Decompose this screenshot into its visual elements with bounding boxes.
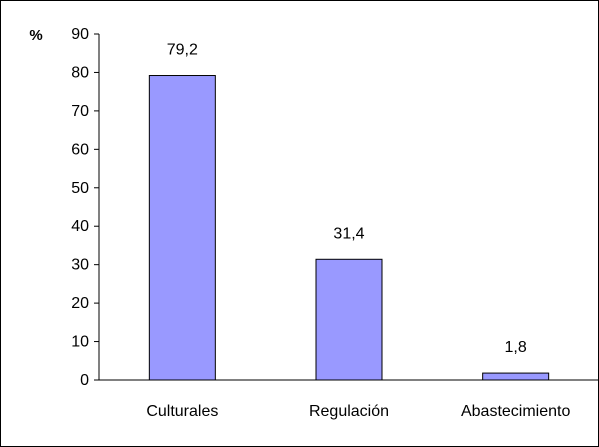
y-tick-label: 70	[71, 103, 89, 120]
bar-abastecimiento	[482, 372, 550, 381]
y-tick-label: 80	[71, 64, 89, 81]
bar-culturales	[148, 75, 216, 381]
value-labels: 79,2 31,4 1,8	[167, 42, 527, 357]
y-tick-label: 40	[71, 218, 89, 235]
y-tick-label: 10	[71, 334, 89, 351]
value-label: 79,2	[167, 42, 198, 59]
y-tick-label: 50	[71, 180, 89, 197]
value-label: 1,8	[505, 339, 527, 356]
x-tick-label: Abastecimiento	[461, 403, 570, 420]
value-label: 31,4	[333, 225, 364, 242]
y-tick-label: 90	[71, 26, 89, 43]
y-axis-ticks: 0 10 20 30 40 50 60 70 80 90	[71, 26, 99, 389]
x-tick-label: Regulación	[309, 403, 389, 420]
x-axis-labels: Culturales Regulación Abastecimiento	[146, 403, 570, 420]
bar-regulación	[315, 258, 383, 381]
y-tick-label: 60	[71, 141, 89, 158]
y-axis-label: %	[29, 27, 42, 44]
y-tick-label: 30	[71, 257, 89, 274]
x-tick-label: Culturales	[146, 403, 218, 420]
y-tick-label: 0	[80, 372, 89, 389]
y-tick-label: 20	[71, 295, 89, 312]
